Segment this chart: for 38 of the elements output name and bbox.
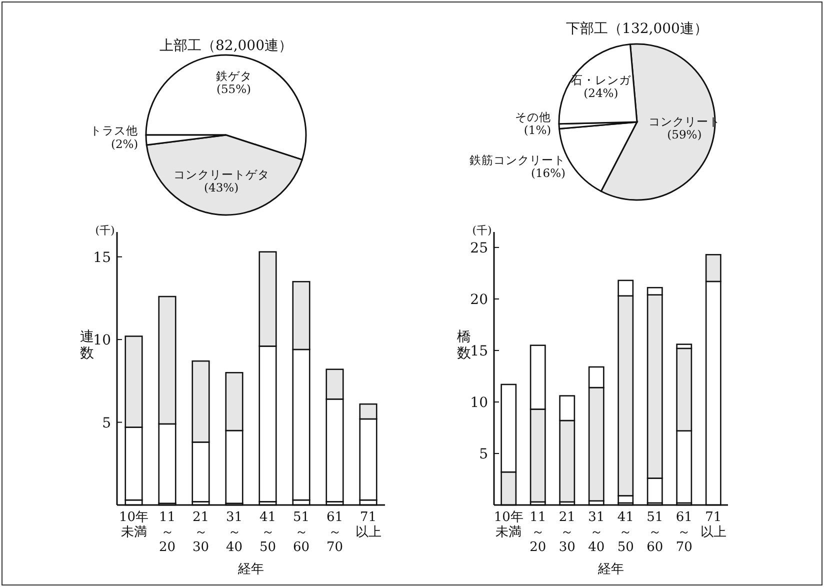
xtick: 41 ～ 50: [617, 510, 634, 555]
xtick: 21 ～ 30: [558, 510, 576, 555]
ytick: 15: [470, 343, 488, 360]
ytick: 20: [470, 292, 488, 308]
xtick: 31 ～ 40: [588, 510, 605, 555]
ytick: 10: [93, 332, 111, 349]
xtick: 51 ～ 60: [292, 510, 310, 555]
annotation: (千): [95, 224, 115, 237]
slice-label: コンクリートゲタ (43%): [173, 167, 270, 195]
ytick: 5: [479, 446, 488, 462]
xtick: 61 ～ 70: [326, 510, 344, 555]
xtick: 10年未満: [118, 510, 149, 540]
ytick: 25: [470, 240, 488, 256]
xtick: 10年未満: [494, 510, 524, 540]
xtick: 41 ～ 50: [259, 510, 276, 555]
ytick: 15: [93, 250, 111, 266]
slice-label: 鉄筋コンクリート (16%): [470, 152, 566, 180]
ytick: 10: [470, 394, 488, 411]
xtick: 51 ～ 60: [646, 510, 664, 555]
slice-label: トラス他 (2%): [90, 124, 138, 151]
slice-label: その他 (1%): [515, 110, 552, 138]
xtick: 11 ～ 20: [530, 510, 546, 555]
xtick: 71以上: [355, 510, 382, 540]
ylabel: 連数: [80, 329, 94, 362]
ylabel: 橋数: [457, 329, 471, 362]
xtick: 31 ～ 40: [226, 510, 243, 555]
xtick: 71以上: [700, 510, 726, 540]
xlabel: 経年: [598, 562, 624, 577]
title: 下部工（132,000連）: [566, 21, 708, 37]
xtick: 21 ～ 30: [192, 510, 210, 555]
slice-label: 石・レンガ (24%): [570, 72, 631, 100]
slice-label: 鉄ゲタ (55%): [216, 69, 252, 96]
annotation: (千): [472, 224, 492, 237]
xlabel: 経年: [238, 562, 264, 577]
xtick: 11 ～ 20: [158, 510, 176, 555]
title: 上部工（82,000連）: [160, 38, 292, 54]
ytick: 5: [102, 415, 111, 432]
xtick: 61 ～ 70: [676, 510, 692, 555]
